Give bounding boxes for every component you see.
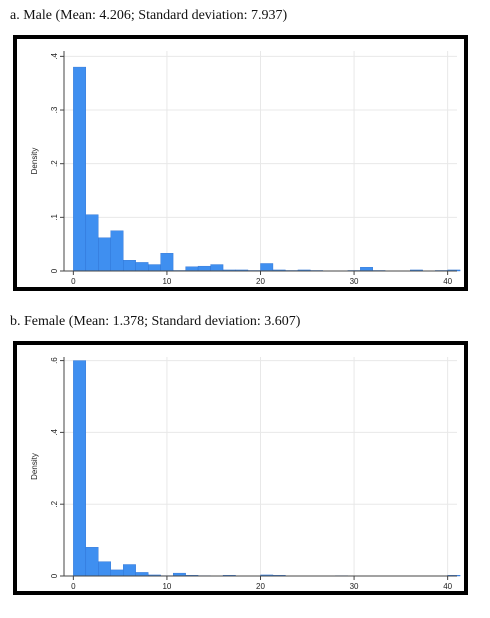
panel-a-title: a. Male (Mean: 4.206; Standard deviation… [10, 8, 288, 23]
male-bar-4 [123, 260, 136, 272]
male-xtick-label-0: 0 [71, 277, 76, 286]
female-xtick-label-3: 30 [350, 582, 359, 591]
female-ytick-label-2: .4 [50, 429, 59, 436]
panel-b-title: b. Female (Mean: 1.378; Standard deviati… [10, 314, 301, 329]
male-bar-0 [73, 66, 87, 272]
female-bar-2 [98, 561, 111, 577]
female-bar-5 [135, 572, 149, 577]
male-histogram-frame: 0 .1 .2 .3 .4 0 10 20 30 40 Density [13, 35, 468, 291]
male-bar-21 [360, 267, 373, 272]
male-ytick-label-3: .3 [50, 106, 59, 113]
female-ylabel: Density [30, 453, 39, 480]
male-bar-5 [135, 262, 149, 272]
male-histogram: 0 .1 .2 .3 .4 0 10 20 30 40 Density [30, 51, 461, 286]
male-ytick-label-0: 0 [50, 268, 59, 273]
female-xtick-label-1: 10 [162, 582, 171, 591]
female-ytick-label-3: .6 [50, 357, 59, 364]
male-ylabel: Density [30, 148, 39, 175]
male-bar-9 [185, 266, 199, 272]
male-bar-15 [260, 263, 274, 272]
male-xtick-label-4: 40 [443, 277, 452, 286]
female-bar-4 [123, 564, 136, 577]
male-ytick-label-1: .1 [50, 213, 59, 220]
female-bar-3 [110, 569, 124, 577]
male-xtick-label-1: 10 [162, 277, 171, 286]
female-histogram-frame: 0 .2 .4 .6 0 10 20 30 40 Density [13, 341, 468, 595]
male-bar-10 [197, 265, 211, 272]
female-ytick-label-1: .2 [50, 500, 59, 507]
male-bar-3 [110, 230, 124, 272]
female-bar-1 [85, 547, 99, 577]
male-bar-7 [160, 253, 174, 272]
female-bar-0 [73, 360, 87, 577]
male-bar-2 [98, 237, 111, 272]
male-ytick-label-2: .2 [50, 160, 59, 167]
male-bar-1 [85, 214, 99, 272]
female-xtick-label-4: 40 [443, 582, 452, 591]
male-xtick-label-2: 20 [256, 277, 265, 286]
female-xtick-label-2: 20 [256, 582, 265, 591]
male-bar-11 [210, 264, 224, 272]
male-bar-6 [148, 264, 161, 272]
male-ytick-label-4: .4 [50, 52, 59, 59]
female-ytick-label-0: 0 [50, 573, 59, 578]
male-xtick-label-3: 30 [350, 277, 359, 286]
female-xtick-label-0: 0 [71, 582, 76, 591]
female-histogram: 0 .2 .4 .6 0 10 20 30 40 Density [30, 357, 461, 591]
